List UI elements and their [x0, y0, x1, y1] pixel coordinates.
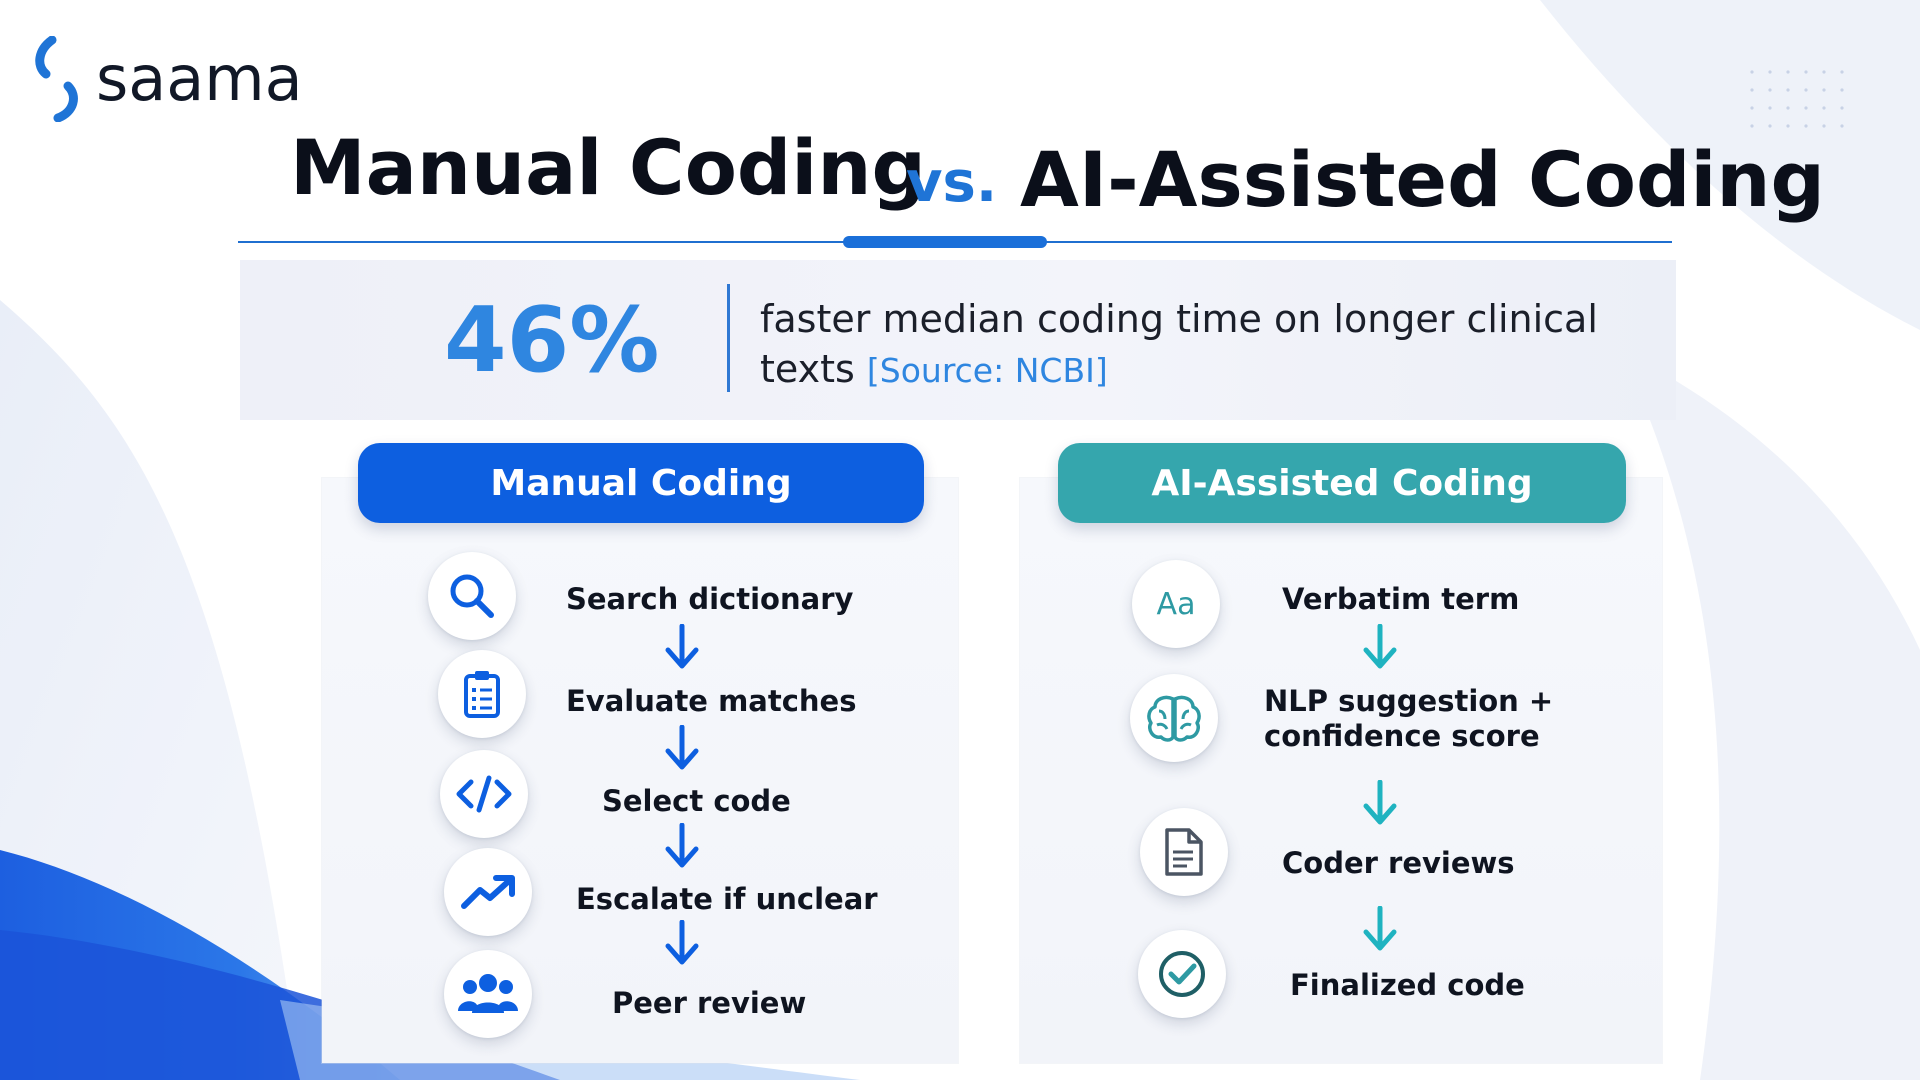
- arrow-down-icon: [665, 920, 699, 965]
- title-underline-accent: [843, 236, 1047, 248]
- arrow-down-icon: [1363, 780, 1397, 825]
- arrow-down-icon: [1363, 624, 1397, 669]
- manual-step-2-icon-circle: [438, 650, 526, 738]
- manual-coding-panel: [322, 478, 958, 1063]
- saama-logo: saama: [30, 36, 303, 122]
- ai-coding-header: AI-Assisted Coding: [1058, 443, 1626, 523]
- saama-logo-mark-icon: [35, 36, 78, 122]
- ai-step-2-icon-circle: [1130, 674, 1218, 762]
- check-circle-icon: [1159, 951, 1205, 997]
- stat-banner: [240, 260, 1676, 420]
- manual-step-1-label: Search dictionary: [566, 582, 854, 616]
- title-vs: vs.: [906, 150, 998, 215]
- manual-step-5-label: Peer review: [612, 986, 807, 1020]
- stat-text: faster median coding time on longer clin…: [760, 297, 1598, 391]
- manual-step-3-label: Select code: [602, 784, 791, 818]
- arrow-down-icon: [1363, 906, 1397, 951]
- stat-value: 46%: [444, 288, 660, 393]
- ai-step-1-icon-circle: Aa: [1132, 560, 1220, 648]
- document-icon: [1165, 828, 1203, 876]
- brand-name: saama: [96, 42, 303, 115]
- search-icon: [450, 574, 494, 618]
- stat-source: [Source: NCBI]: [866, 351, 1108, 390]
- stat-description: faster median coding time on longer clin…: [760, 294, 1620, 396]
- manual-coding-header: Manual Coding: [358, 443, 924, 523]
- ai-step-2-label-line1: NLP suggestion +: [1264, 684, 1554, 718]
- arrow-down-icon: [665, 725, 699, 770]
- ai-step-1-label: Verbatim term: [1282, 582, 1520, 616]
- arrow-down-icon: [665, 823, 699, 868]
- title-ai-assisted-coding: AI-Assisted Coding: [1020, 135, 1825, 224]
- ai-step-2-label-line2: confidence score: [1264, 718, 1540, 753]
- manual-step-1-icon-circle: [428, 552, 516, 640]
- clipboard-checklist-icon: [464, 671, 500, 718]
- text-aa-icon: Aa: [1156, 586, 1196, 622]
- ai-step-4-label: Finalized code: [1290, 968, 1525, 1002]
- users-group-icon: [458, 974, 518, 1013]
- manual-step-2-label: Evaluate matches: [566, 684, 857, 718]
- manual-step-5-icon-circle: [444, 950, 532, 1038]
- ai-step-3-icon-circle: [1140, 808, 1228, 896]
- ai-step-2-label: NLP suggestion + confidence score: [1264, 684, 1554, 754]
- ai-step-4-icon-circle: [1138, 930, 1226, 1018]
- ai-step-3-label: Coder reviews: [1282, 846, 1515, 880]
- code-brackets-icon: [456, 775, 512, 813]
- manual-step-3-icon-circle: [440, 750, 528, 838]
- title-manual-coding: Manual Coding: [290, 123, 926, 212]
- brain-icon: [1147, 695, 1201, 742]
- trending-up-icon: [461, 875, 515, 909]
- arrow-down-icon: [665, 624, 699, 669]
- manual-step-4-label: Escalate if unclear: [576, 882, 878, 916]
- manual-step-4-icon-circle: [444, 848, 532, 936]
- ai-coding-panel: [1020, 478, 1662, 1063]
- stat-divider: [727, 284, 730, 392]
